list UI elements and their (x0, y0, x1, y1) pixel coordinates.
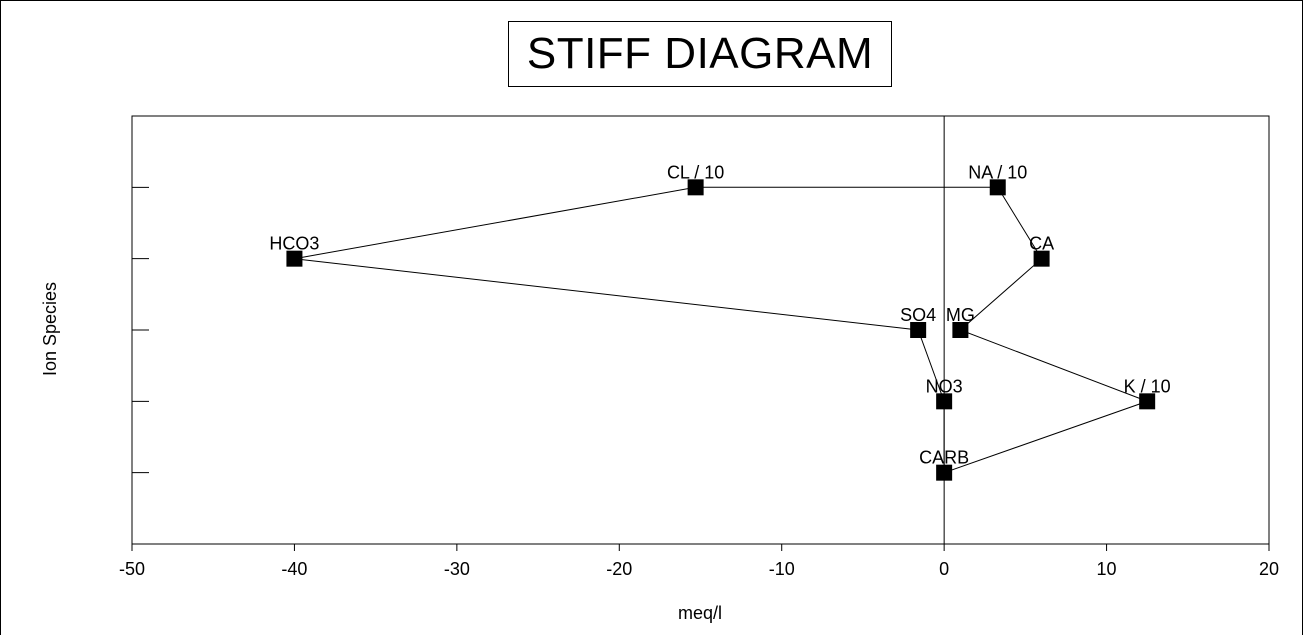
data-label: CARB (919, 448, 969, 468)
y-axis-label: Ion Species (40, 282, 60, 376)
data-point (936, 393, 953, 410)
data-point (952, 322, 969, 338)
data-label: NA / 10 (968, 162, 1027, 182)
data-label: CL / 10 (667, 162, 724, 182)
x-tick-label: -30 (444, 559, 470, 579)
data-label: K / 10 (1124, 376, 1171, 396)
data-point (286, 250, 303, 267)
data-label: MG (946, 305, 975, 325)
data-point (1033, 250, 1050, 267)
x-tick-label: -40 (281, 559, 307, 579)
x-tick-label: -10 (769, 559, 795, 579)
x-tick-label: 0 (939, 559, 949, 579)
chart-title-box: STIFF DIAGRAM (508, 21, 892, 87)
x-tick-label: 10 (1097, 559, 1117, 579)
x-axis-label: meq/l (678, 603, 722, 623)
data-label: SO4 (900, 305, 936, 325)
x-tick-label: -20 (606, 559, 632, 579)
data-point (1139, 393, 1156, 410)
data-point (989, 179, 1006, 196)
data-label: CA (1029, 234, 1054, 254)
data-label: NO3 (926, 376, 963, 396)
series-markers (286, 179, 1156, 481)
data-label: HCO3 (269, 234, 319, 254)
x-tick-label: 20 (1259, 559, 1279, 579)
series-line (294, 186, 1149, 474)
series-outline (294, 186, 1149, 474)
chart-title: STIFF DIAGRAM (526, 29, 874, 78)
data-point (687, 179, 704, 196)
x-tick-label: -50 (119, 559, 145, 579)
data-point (936, 464, 953, 481)
point-labels: NA / 10 CA MG K / 10 CARB NO3 SO4 HCO3 CL / 10 (269, 162, 1170, 467)
data-point (910, 322, 927, 338)
